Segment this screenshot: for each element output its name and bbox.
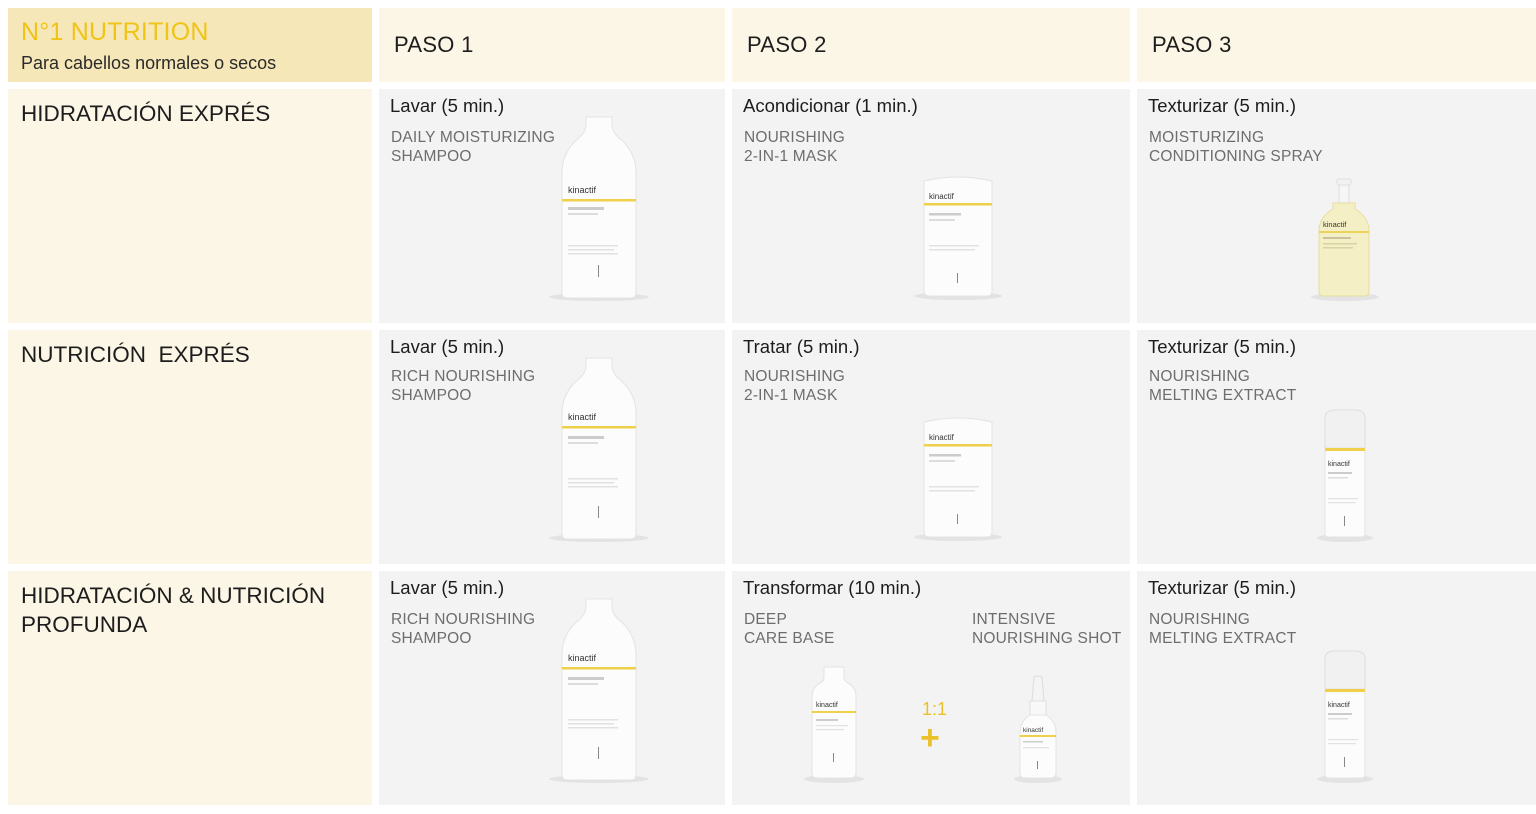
brand-mark: kinactif xyxy=(1328,461,1350,468)
step-instruction: Tratar (5 min.) xyxy=(743,336,860,357)
step-instruction: Lavar (5 min.) xyxy=(390,577,505,598)
product-name: NOURISHING 2-IN-1 MASK xyxy=(744,129,846,165)
brand-mark: kinactif xyxy=(1323,220,1347,229)
product-cell: Lavar (5 min.) DAILY MOISTURIZING SHAMPO… xyxy=(379,89,725,323)
step-header-2: PASO 2 xyxy=(732,8,1130,82)
shampoo-bottle-icon: kinactif xyxy=(549,116,649,301)
step-header-label: PASO 3 xyxy=(1152,32,1232,57)
shampoo-bottle-icon: kinactif xyxy=(549,598,649,783)
step-instruction: Texturizar (5 min.) xyxy=(1148,95,1297,116)
product-name: INTENSIVE NOURISHING SHOT xyxy=(972,611,1122,647)
step-instruction: Lavar (5 min.) xyxy=(390,336,505,357)
step-header-label: PASO 1 xyxy=(394,32,474,57)
product-cell: Texturizar (5 min.) MOISTURIZING CONDITI… xyxy=(1137,89,1536,323)
brand-mark: kinactif xyxy=(568,412,597,422)
product-name: RICH NOURISHING SHAMPOO xyxy=(391,368,536,404)
brand-mark: kinactif xyxy=(929,192,955,201)
brand-mark: kinactif xyxy=(1328,702,1350,709)
step-instruction: Acondicionar (1 min.) xyxy=(743,95,918,116)
product-cell: Lavar (5 min.) RICH NOURISHING SHAMPOO k… xyxy=(379,330,725,564)
product-cell: Texturizar (5 min.) NOURISHING MELTING E… xyxy=(1137,330,1536,564)
brand-mark: kinactif xyxy=(568,653,597,663)
product-name: NOURISHING MELTING EXTRACT xyxy=(1149,368,1297,404)
row-label-nutricion-expres: NUTRICIÓN EXPRÉS xyxy=(8,330,372,564)
brand-subtitle: Para cabellos normales o secos xyxy=(21,53,277,73)
pump-bottle-icon: kinactif xyxy=(1317,650,1373,783)
row-label-hidratacion-nutricion-profunda: HIDRATACIÓN & NUTRICIÓN PROFUNDA xyxy=(8,571,372,805)
plus-icon: + xyxy=(920,719,940,757)
row-title: HIDRATACIÓN EXPRÉS xyxy=(21,101,271,126)
row-label-hidratacion-expres: HIDRATACIÓN EXPRÉS xyxy=(8,89,372,323)
small-bottle-icon: kinactif xyxy=(804,666,864,783)
product-name: NOURISHING 2-IN-1 MASK xyxy=(744,368,846,404)
product-name: NOURISHING MELTING EXTRACT xyxy=(1149,611,1297,647)
step-instruction: Texturizar (5 min.) xyxy=(1148,577,1297,598)
mask-jar-icon: kinactif xyxy=(914,417,1002,541)
product-name: DAILY MOISTURIZING SHAMPOO xyxy=(391,129,556,165)
row-title: HIDRATACIÓN & NUTRICIÓN PROFUNDA xyxy=(21,583,326,637)
brand-mark: kinactif xyxy=(929,433,955,442)
product-cell: Lavar (5 min.) RICH NOURISHING SHAMPOO k… xyxy=(379,571,725,805)
step-instruction: Lavar (5 min.) xyxy=(390,95,505,116)
brand-mark: kinactif xyxy=(568,185,597,195)
product-cell: Acondicionar (1 min.) NOURISHING 2-IN-1 … xyxy=(732,89,1130,323)
product-name: DEEP CARE BASE xyxy=(744,611,835,647)
shampoo-bottle-icon: kinactif xyxy=(549,357,649,542)
product-cell: Texturizar (5 min.) NOURISHING MELTING E… xyxy=(1137,571,1536,805)
brand-header-cell: N°1 NUTRITION Para cabellos normales o s… xyxy=(8,8,372,82)
step-instruction: Texturizar (5 min.) xyxy=(1148,336,1297,357)
mask-jar-icon: kinactif xyxy=(914,176,1002,300)
row-title: NUTRICIÓN EXPRÉS xyxy=(21,342,250,367)
product-cell: Transformar (10 min.) DEEP CARE BASE INT… xyxy=(732,571,1130,805)
product-cell: Tratar (5 min.) NOURISHING 2-IN-1 MASK k… xyxy=(732,330,1130,564)
dropper-bottle-icon: kinactif xyxy=(1014,675,1062,783)
step-header-3: PASO 3 xyxy=(1137,8,1536,82)
brand-mark: kinactif xyxy=(816,702,838,709)
mix-ratio: 1:1 xyxy=(922,699,948,719)
step-instruction: Transformar (10 min.) xyxy=(743,577,922,598)
routine-table: N°1 NUTRITION Para cabellos normales o s… xyxy=(8,8,1536,806)
step-header-label: PASO 2 xyxy=(747,32,827,57)
product-name: MOISTURIZING CONDITIONING SPRAY xyxy=(1149,129,1323,165)
spray-bottle-icon: kinactif xyxy=(1311,178,1379,301)
step-header-1: PASO 1 xyxy=(379,8,725,82)
brand-mark: kinactif xyxy=(1023,727,1043,734)
brand-title: N°1 NUTRITION xyxy=(21,18,209,46)
pump-bottle-icon: kinactif xyxy=(1317,409,1373,542)
product-name: RICH NOURISHING SHAMPOO xyxy=(391,611,536,647)
